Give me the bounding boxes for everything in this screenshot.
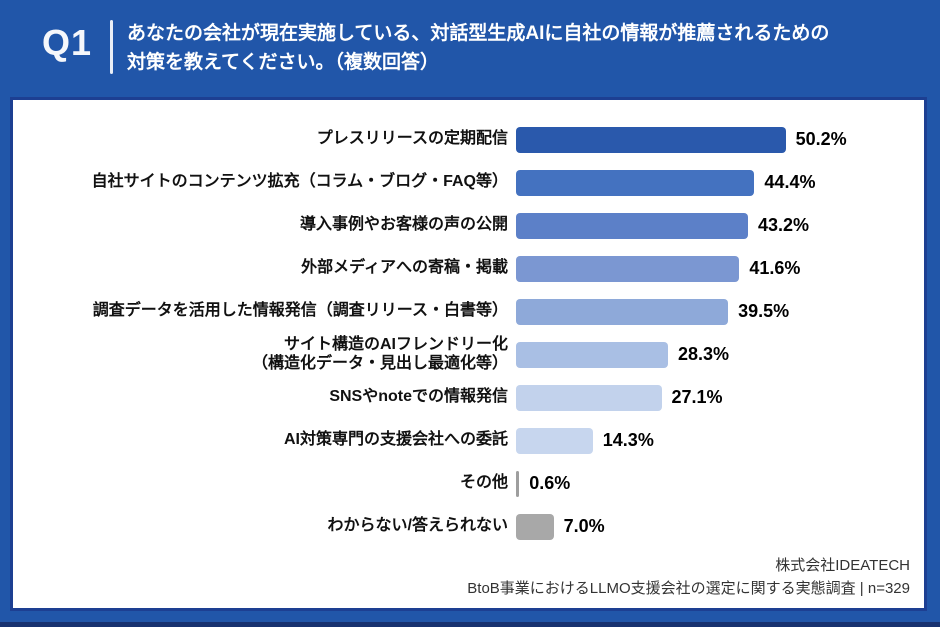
category-label: その他 (459, 474, 508, 492)
value-label: 43.2% (757, 215, 810, 235)
bar (516, 513, 554, 540)
bar (516, 126, 786, 153)
bar (516, 298, 729, 325)
bar (516, 384, 662, 411)
chart-row: わからない/答えられない 7.0% (13, 505, 924, 548)
bar (516, 341, 668, 368)
question-header: Q1 あなたの会社が現在実施している、対話型生成AIに自社の情報が推薦されるため… (0, 0, 940, 97)
bottom-accent-strip (0, 622, 940, 627)
category-label: 調査データを活用した情報発信（調査リリース・白書等） (92, 302, 508, 320)
bar (516, 169, 755, 196)
category-label: SNSやnoteでの情報発信 (329, 388, 508, 406)
value-label: 41.6% (749, 258, 801, 278)
chart-rows: プレスリリースの定期配信 50.2% 自社サイトのコンテンツ拡充（コラム・ブログ・F… (13, 118, 924, 548)
chart-row: 導入事例やお客様の声の公開 43.2% (13, 204, 924, 247)
source-footer: 株式会社IDEATECH BtoB事業におけるLLMO支援会社の選定に関する実態… (467, 555, 910, 600)
category-label: 外部メディアへの寄稿・掲載 (301, 259, 508, 277)
chart-row: その他 0.6% (13, 462, 924, 505)
value-label: 14.3% (602, 430, 654, 450)
category-label: プレスリリースの定期配信 (316, 130, 508, 148)
category-label: AI対策専門の支援会社への委託 (283, 431, 508, 449)
value-label: 50.2% (795, 129, 847, 149)
category-label: サイト構造のAIフレンドリー化 （構造化データ・見出し最適化等） (251, 336, 508, 372)
chart-row: SNSやnoteでの情報発信 27.1% (13, 376, 924, 419)
chart-panel: プレスリリースの定期配信 50.2% 自社サイトのコンテンツ拡充（コラム・ブログ・F… (10, 97, 927, 611)
question-text-line2: 対策を教えてください。（複数回答） (127, 52, 439, 74)
chart-row: 調査データを活用した情報発信（調査リリース・白書等） 39.5% (13, 290, 924, 333)
bar (516, 427, 593, 454)
category-label: わからない/答えられない (327, 517, 508, 535)
chart-row: サイト構造のAIフレンドリー化 （構造化データ・見出し最適化等） 28.3% (13, 333, 924, 376)
question-text-line1: あなたの会社が現在実施している、対話型生成AIに自社の情報が推薦されるための (127, 23, 830, 44)
chart-row: 外部メディアへの寄稿・掲載 41.6% (13, 247, 924, 290)
source-company: 株式会社IDEATECH (775, 557, 910, 574)
value-label: 0.6% (529, 473, 571, 493)
value-label: 44.4% (764, 172, 816, 192)
category-label: 導入事例やお客様の声の公開 (299, 216, 508, 234)
question-number: Q1 (42, 22, 93, 63)
value-label: 39.5% (738, 301, 790, 321)
bar (516, 255, 740, 282)
source-survey: BtoB事業におけるLLMO支援会社の選定に関する実態調査 | n=329 (467, 579, 910, 597)
chart-row: プレスリリースの定期配信 50.2% (13, 118, 924, 161)
category-label: 自社サイトのコンテンツ拡充（コラム・ブログ・FAQ等） (91, 173, 508, 191)
value-label: 28.3% (677, 344, 730, 364)
header-separator (110, 20, 113, 74)
chart-row: AI対策専門の支援会社への委託 14.3% (13, 419, 924, 462)
value-label: 27.1% (671, 387, 723, 407)
chart-row: 自社サイトのコンテンツ拡充（コラム・ブログ・FAQ等） 44.4% (13, 161, 924, 204)
bar (516, 470, 520, 497)
bar (516, 212, 748, 239)
question-text: あなたの会社が現在実施している、対話型生成AIに自社の情報が推薦されるための 対… (127, 19, 887, 78)
value-label: 7.0% (563, 516, 605, 536)
